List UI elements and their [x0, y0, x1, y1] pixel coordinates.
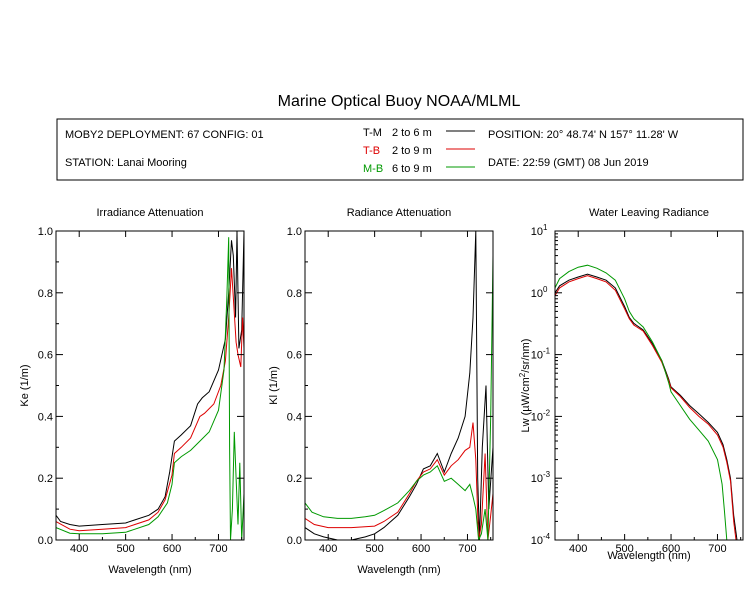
legend-entry-t-m: T-M 2 to 6 m: [363, 127, 475, 139]
page-title: Marine Optical Buoy NOAA/MLML: [278, 93, 521, 110]
y-tick-label: 10: [531, 473, 543, 485]
legend-range: 6 to 9 m: [392, 163, 432, 175]
y-tick-label: 0.2: [287, 473, 302, 485]
x-tick-label: 500: [365, 543, 383, 555]
legend-code: T-B: [363, 145, 380, 157]
x-tick-label: 400: [319, 543, 337, 555]
y-axis-label: Ke (1/m): [19, 364, 31, 406]
y-tick-label: 0.0: [38, 535, 53, 547]
legend-range: 2 to 9 m: [392, 145, 432, 157]
series-line-t-b: [56, 268, 244, 532]
y-tick-label: 0.2: [38, 473, 53, 485]
y-axis-label: Kl (1/m): [268, 366, 280, 405]
plot-frame: [554, 230, 744, 541]
y-tick-label: 10: [531, 411, 543, 423]
chart-panel-2: Radiance Attenuation 400 500 600 700 0.0 0.2 0.…: [268, 207, 494, 576]
x-tick-label: 400: [569, 543, 587, 555]
x-tick-label: 700: [458, 543, 476, 555]
x-tick-label: 700: [708, 543, 726, 555]
chart-panel-1: Irradiance Attenuation 400 500 600 700 0.0 0.2…: [19, 207, 245, 576]
series-line-t-b: [555, 275, 737, 540]
y-tick-label: 0.6: [287, 350, 302, 362]
y-tick-exponent: -1: [543, 347, 551, 356]
y-tick-label: 0.4: [287, 411, 302, 423]
y-tick-exponent: -3: [543, 470, 551, 479]
deployment-label: MOBY2 DEPLOYMENT: 67 CONFIG: 01: [65, 129, 264, 141]
y-tick-label: 10: [531, 288, 543, 300]
x-axis-label: Wavelength (nm): [607, 550, 690, 562]
info-box: MOBY2 DEPLOYMENT: 67 CONFIG: 01 STATION:…: [56, 118, 744, 181]
series-line-t-m: [305, 231, 493, 540]
series-line-m-b: [305, 255, 493, 540]
position-label: POSITION: 20° 48.74' N 157° 11.28' W: [488, 129, 679, 141]
legend-code: T-M: [363, 127, 382, 139]
x-tick-label: 600: [412, 543, 430, 555]
chart-title: Irradiance Attenuation: [96, 207, 203, 219]
y-tick-exponent: 1: [543, 223, 548, 232]
legend-code: M-B: [363, 163, 383, 175]
x-tick-label: 600: [662, 543, 680, 555]
y-tick-exponent: 0: [543, 285, 548, 294]
x-axis-label: Wavelength (nm): [357, 564, 440, 576]
y-axis-label: Lw (µW/cm2/sr/nm): [518, 339, 532, 433]
y-tick-label: 0.0: [287, 535, 302, 547]
x-axis-label: Wavelength (nm): [108, 564, 191, 576]
x-tick-label: 500: [116, 543, 134, 555]
y-tick-label: 0.4: [38, 411, 53, 423]
series-line-m-b: [56, 237, 244, 540]
y-tick-label: 1.0: [287, 226, 302, 238]
x-tick-label: 400: [70, 543, 88, 555]
y-tick-label: 0.8: [38, 288, 53, 300]
legend-entry-m-b: M-B 6 to 9 m: [363, 163, 475, 175]
y-tick-label: 10: [531, 350, 543, 362]
station-label: STATION: Lanai Mooring: [65, 157, 187, 169]
charts: Irradiance Attenuation 400 500 600 700 0.0 0.2…: [19, 207, 744, 576]
x-tick-label: 500: [615, 543, 633, 555]
chart-title: Radiance Attenuation: [347, 207, 452, 219]
chart-title: Water Leaving Radiance: [589, 207, 709, 219]
y-tick-label: 10: [531, 535, 543, 547]
y-tick-label: 10: [531, 226, 543, 238]
y-tick-label: 0.6: [38, 350, 53, 362]
y-tick-label: 0.8: [287, 288, 302, 300]
legend-range: 2 to 6 m: [392, 127, 432, 139]
legend-entry-t-b: T-B 2 to 9 m: [363, 145, 475, 157]
date-label: DATE: 22:59 (GMT) 08 Jun 2019: [488, 157, 649, 169]
y-tick-label: 1.0: [38, 226, 53, 238]
x-tick-label: 600: [163, 543, 181, 555]
x-tick-label: 700: [209, 543, 227, 555]
legend: T-M 2 to 6 m T-B 2 to 9 m M-B 6 to 9 m: [363, 127, 475, 175]
series-line-t-b: [305, 422, 493, 540]
y-tick-exponent: -4: [543, 532, 551, 541]
y-tick-exponent: -2: [543, 408, 551, 417]
series-line-m-b: [555, 264, 728, 540]
series-line-t-m: [56, 231, 244, 527]
